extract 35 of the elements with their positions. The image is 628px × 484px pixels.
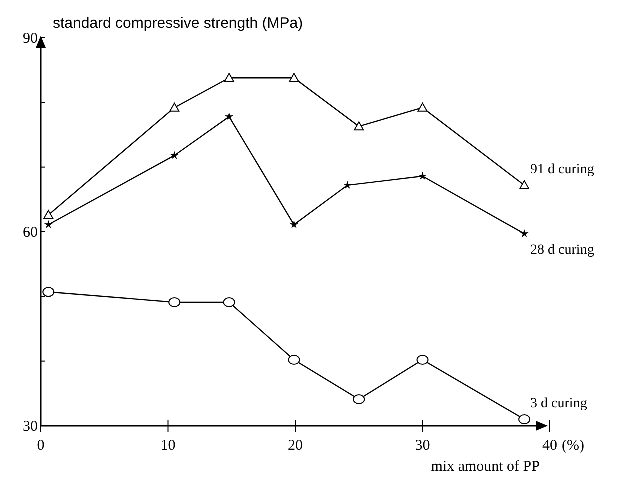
series-label: 28 d curing	[530, 242, 594, 258]
point	[520, 180, 530, 190]
text: (%)	[562, 438, 584, 454]
point	[168, 297, 181, 308]
x-tick-label: 20	[288, 438, 303, 454]
point	[170, 102, 180, 112]
series-label: 91 d curing	[530, 162, 594, 178]
point	[42, 287, 55, 298]
point	[44, 220, 53, 229]
point	[288, 355, 300, 366]
point	[224, 73, 234, 82]
point	[289, 73, 300, 82]
x-tick-label: 30	[415, 438, 430, 454]
y-tick-label: 90	[23, 31, 38, 47]
point	[225, 112, 234, 121]
point	[290, 220, 299, 229]
point	[44, 210, 54, 220]
point	[416, 355, 429, 366]
series-label: 3 d curing	[530, 396, 588, 412]
point	[354, 122, 364, 131]
point	[223, 297, 236, 308]
point	[518, 414, 531, 425]
x-tick-label: 40	[542, 438, 558, 454]
point	[170, 151, 179, 160]
x-axis-title: mix amount of PP	[431, 459, 540, 475]
y-axis-title: standard compressive strength (MPa)	[53, 15, 304, 32]
point	[520, 229, 529, 238]
point	[353, 394, 366, 404]
x-tick-label: 10	[160, 438, 176, 454]
point	[343, 180, 352, 190]
point	[418, 102, 428, 112]
y-tick-label: 30	[23, 419, 38, 435]
y-tick-label: 60	[23, 225, 38, 241]
point	[418, 172, 428, 180]
x-tick-label: 0	[37, 438, 45, 454]
